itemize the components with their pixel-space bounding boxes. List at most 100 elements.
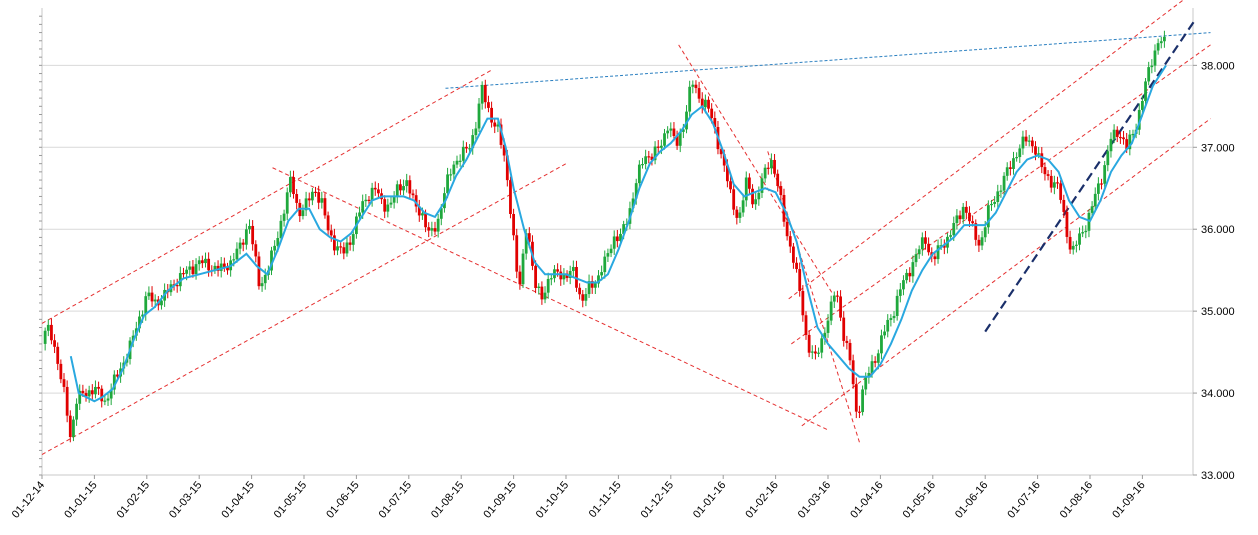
candle-down [766,167,770,169]
candle-up [449,174,453,176]
candle-up [204,258,207,264]
candle-up [666,130,670,134]
candle-down [348,242,352,245]
x-tick-label-4: 01-04-15 [219,479,257,520]
x-tick-label-8: 01-08-15 [429,479,467,520]
candle-down [50,324,53,341]
candle-up [568,271,572,278]
candle-up [112,374,116,390]
candle-up [810,351,814,353]
candle-up [961,206,965,220]
candle-up [285,192,289,214]
x-tick-label-20: 01-08-16 [1058,479,1096,520]
candle-down [317,192,321,203]
candle-down [56,346,60,364]
candle-up [1015,157,1019,159]
candle-down [873,361,877,363]
candle-up [72,419,75,438]
candle-up [361,201,365,213]
candle-up [892,315,896,319]
candle-down [656,146,660,148]
candle-up [820,338,824,353]
candle-down [1100,183,1103,185]
moving-average-line [69,64,1167,403]
candle-down [222,263,226,267]
candle-up [138,316,141,329]
candle-down [490,107,493,123]
candle-down [59,363,63,380]
candle-down [1065,211,1069,237]
candle-up [895,295,899,316]
candle-up [770,159,773,169]
candle-up [446,174,449,194]
x-tick-label-10: 01-10-15 [534,479,572,520]
candles [43,30,1166,443]
trend-line-channel-2 [272,167,829,431]
candle-up [436,218,440,232]
candle-down [1062,199,1066,212]
trend-line-channel-0 [41,69,493,324]
candle-up [235,248,239,260]
candle-down [414,195,418,207]
candle-up [612,236,616,249]
candle-down [719,149,723,155]
candle-up [911,262,915,277]
candle-down [527,233,531,242]
candle-down [804,315,808,335]
candle-up [631,198,635,209]
candle-up [1078,233,1081,245]
candle-up [1163,36,1166,42]
gridlines [42,64,1193,394]
candle-up [320,198,324,203]
candle-up [304,198,308,211]
candle-up [75,403,78,420]
candle-down [735,209,739,218]
candle-up [1090,206,1094,213]
candle-up [147,292,151,297]
candle-up [593,283,597,288]
candle-up [1084,230,1088,233]
x-tick-label-9: 01-09-15 [481,479,519,520]
candle-down [307,198,311,201]
x-tick-label-1: 01-01-15 [62,479,100,520]
candle-up [351,234,355,245]
candle-down [241,242,245,245]
candle-up [823,332,827,339]
candle-up [1159,41,1163,44]
candle-up [996,191,1000,203]
candle-up [1112,129,1116,139]
y-tick-label-4: 37.000 [1201,142,1235,154]
x-tick-label-19: 01-07-16 [1005,479,1043,520]
candle-down [90,390,94,395]
candle-up [1141,100,1144,110]
candle-up [358,212,361,217]
candle-down [1049,175,1053,188]
candle-up [898,289,902,296]
candle-down [540,286,544,300]
candle-up [213,265,217,271]
candle-down [581,294,585,301]
candle-up [232,259,236,261]
candle-down [100,388,104,402]
candle-down [84,393,88,397]
candle-up [1087,212,1091,231]
candle-down [339,246,343,248]
x-tick-label-21: 01-09-16 [1110,479,1148,520]
candle-down [615,236,619,242]
candle-down [697,88,701,99]
candle-up [1002,175,1006,191]
candle-up [1109,138,1113,152]
candle-down [150,292,154,302]
candle-up [282,213,286,221]
candle-down [1008,167,1012,169]
candle-up [936,245,940,260]
candle-down [62,379,66,387]
y-tick-label-0: 33.000 [1201,470,1235,482]
y-tick-label-5: 38.000 [1201,60,1235,72]
candle-up [141,314,145,317]
candle-up [1071,245,1075,250]
candle-down [788,236,792,247]
x-tick-label-14: 01-02-16 [743,479,781,520]
candle-up [603,256,607,273]
candle-down [942,245,946,248]
